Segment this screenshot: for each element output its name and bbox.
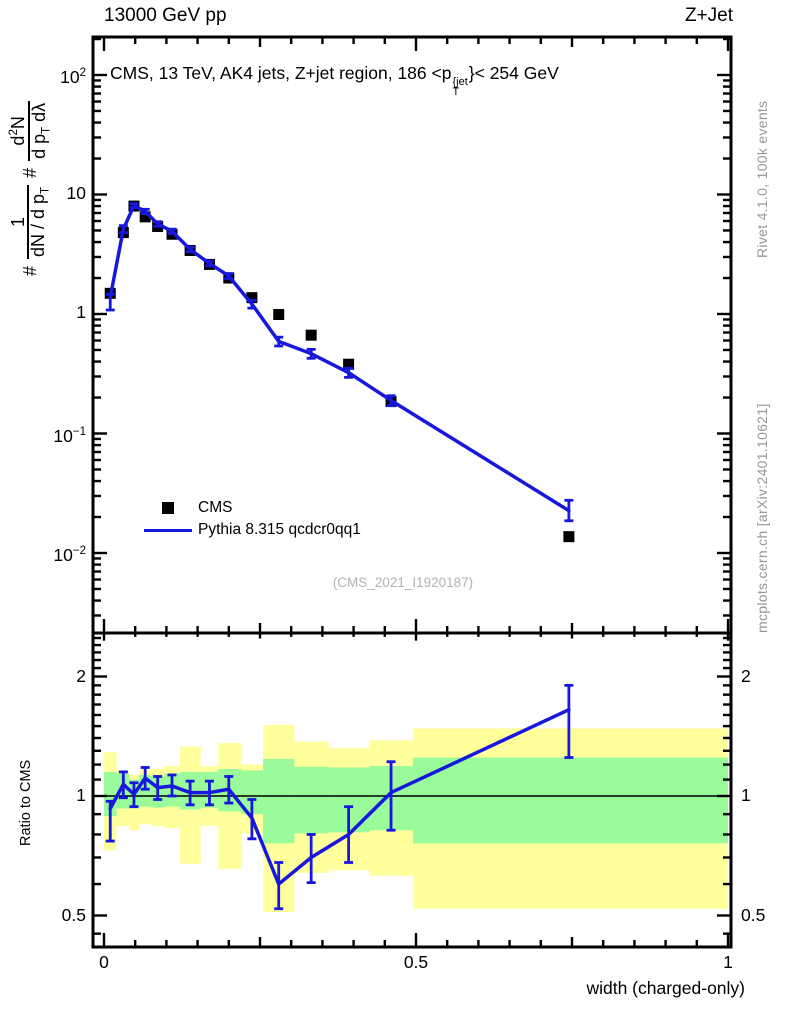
main-frame <box>91 35 733 635</box>
legend-label-pythia: Pythia 8.315 qcdcr0qq1 <box>198 521 361 538</box>
band-green <box>412 757 728 844</box>
x-axis-label: width (charged-only) <box>586 978 745 998</box>
x-tick-label: 0 <box>99 952 109 972</box>
header-analysis-region: Z+Jet <box>684 5 733 26</box>
ratio-line <box>108 707 571 886</box>
cms-marker <box>343 358 355 370</box>
plot-title: CMS, 13 TeV, AK4 jets, Z+jet region, 186… <box>110 63 559 98</box>
cms-marker <box>563 531 575 543</box>
band-green <box>139 774 151 807</box>
band-green <box>241 770 264 815</box>
cms-marker <box>139 211 151 223</box>
legend-item-cms: CMS <box>142 497 361 519</box>
legend-item-pythia: Pythia 8.315 qcdcr0qq1 <box>142 519 361 541</box>
ratio-y-tick-label-right: 0.5 <box>741 904 766 925</box>
credit-rivet-version: Rivet 4.1.0, 100k events <box>754 100 770 258</box>
x-tick-label: 0.5 <box>403 952 429 972</box>
ratio-y-tick-label-left: 1 <box>76 785 86 805</box>
x-tick-label: 1 <box>723 952 733 972</box>
analysis-id-watermark: (CMS_2021_I1920187) <box>332 575 474 590</box>
ratio-y-tick-label-left: 0.5 <box>61 904 86 925</box>
main-y-tick-label: 10 <box>66 182 86 203</box>
ratio-frame <box>91 631 733 949</box>
ratio-y-tick-label-right: 2 <box>741 665 751 686</box>
pt-jet-supsub: {jet T <box>452 76 468 98</box>
plot-title-prefix: CMS, 13 TeV, AK4 jets, Z+jet region, 186… <box>110 63 452 83</box>
cms-marker <box>246 292 258 304</box>
main-y-tick-label: 102 <box>60 66 86 87</box>
cms-square-marker-icon <box>162 502 174 514</box>
main-y-tick-label: 10−1 <box>53 425 86 446</box>
legend-label-cms: CMS <box>198 499 233 516</box>
credit-mcplots-arxiv: mcplots.cern.ch [arXiv:2401.10621] <box>754 403 770 633</box>
pythia-line-marker-icon <box>144 528 192 532</box>
main-y-tick-label: 1 <box>76 302 86 322</box>
plot-title-suffix: }< 254 GeV <box>468 63 559 83</box>
cms-marker <box>305 329 317 341</box>
ratio-y-tick-label-right: 1 <box>741 785 751 805</box>
band-green <box>294 766 329 834</box>
main-y-tick-label: 10−2 <box>53 544 86 565</box>
header-beam-energy: 13000 GeV pp <box>104 5 227 26</box>
legend: CMS Pythia 8.315 qcdcr0qq1 <box>142 497 361 541</box>
ratio-y-axis-label: Ratio to CMS <box>18 759 34 846</box>
pythia-line <box>108 203 571 513</box>
ylabel-fraction-2: d2N d pT dλ <box>8 100 53 161</box>
band-green <box>263 758 295 844</box>
cms-marker <box>273 309 285 321</box>
ratio-y-tick-label-left: 2 <box>76 665 86 686</box>
